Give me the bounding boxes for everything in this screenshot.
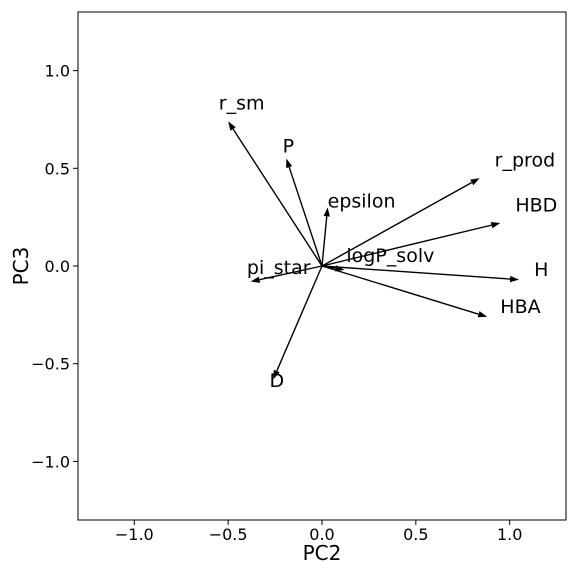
x-tick-label: −0.5 <box>209 525 248 544</box>
vector-label: epsilon <box>328 190 396 212</box>
x-tick-label: 0.5 <box>403 525 428 544</box>
y-tick-label: −0.5 <box>31 355 70 374</box>
vector-label: pi_star <box>247 257 311 279</box>
vector-shaft <box>322 266 479 314</box>
vector-shaft <box>277 266 322 371</box>
vector-arrowhead <box>478 311 488 317</box>
vector-pi_star: pi_star <box>247 257 322 283</box>
vector-shaft <box>233 129 322 266</box>
vector-r_sm: r_sm <box>219 93 322 266</box>
x-tick-label: −1.0 <box>115 525 154 544</box>
vector-label: r_sm <box>219 93 265 115</box>
vector-label: r_prod <box>495 149 555 171</box>
vector-arrowhead <box>335 265 344 271</box>
vector-logP_solv: logP_solv <box>322 245 434 271</box>
y-tick-label: −1.0 <box>31 452 70 471</box>
vector-P: P <box>283 136 322 266</box>
x-axis-label: PC2 <box>303 541 342 565</box>
y-tick-label: 0.5 <box>45 159 70 178</box>
vector-label: HBA <box>500 296 540 318</box>
vector-arrowhead <box>470 178 479 185</box>
vector-label: HBD <box>515 194 557 216</box>
vector-arrowhead <box>510 276 519 282</box>
vector-D: D <box>269 266 322 392</box>
y-axis-label: PC3 <box>9 247 33 286</box>
y-tick-label: 0.0 <box>45 257 70 276</box>
x-tick-label: 1.0 <box>497 525 522 544</box>
vector-arrowhead <box>228 121 236 130</box>
vector-shaft <box>322 216 327 266</box>
vector-arrowhead <box>491 222 500 228</box>
vector-label: D <box>269 370 284 392</box>
vector-shaft <box>289 167 322 266</box>
vector-label: logP_solv <box>346 245 434 267</box>
vector-shaft <box>322 266 510 279</box>
vector-label: H <box>534 259 548 281</box>
vector-arrowhead <box>286 159 292 169</box>
y-axis-ticks: −1.0 −0.5 0.0 0.5 1.0 <box>31 62 78 472</box>
y-tick-label: 1.0 <box>45 62 70 81</box>
vector-label: P <box>283 136 294 158</box>
